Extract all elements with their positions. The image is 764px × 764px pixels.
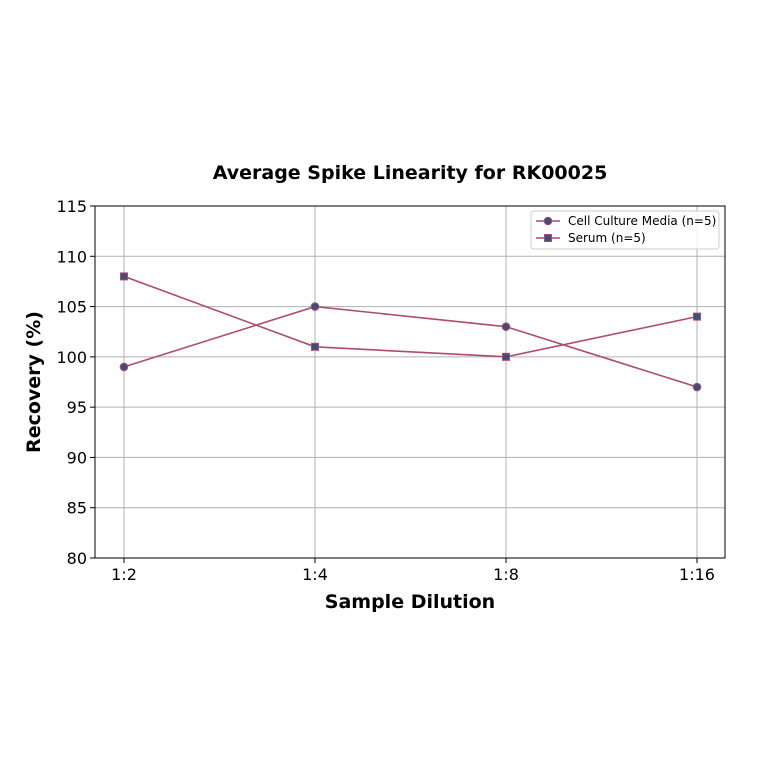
series-group bbox=[119, 272, 702, 392]
legend-box bbox=[530, 210, 720, 250]
data-point bbox=[311, 342, 319, 351]
plot-frame bbox=[94, 205, 726, 559]
legend-marker bbox=[543, 216, 553, 226]
y-tick-label: 85 bbox=[67, 499, 87, 518]
series-line-2 bbox=[123, 275, 698, 358]
data-point bbox=[120, 272, 128, 281]
y-tick-label: 80 bbox=[67, 549, 87, 568]
y-tick-label: 100 bbox=[56, 348, 87, 367]
data-point bbox=[692, 382, 702, 392]
y-axis-ticks: 80 85 90 95 100 105 110 115 bbox=[56, 197, 95, 568]
x-axis-label: Sample Dilution bbox=[325, 591, 495, 613]
legend-label: Cell Culture Media (n=5) bbox=[568, 214, 716, 228]
y-tick-label: 110 bbox=[56, 247, 87, 266]
x-tick-label: 1:16 bbox=[679, 565, 715, 584]
y-tick-label: 115 bbox=[56, 197, 87, 216]
legend: Cell Culture Media (n=5) Serum (n=5) bbox=[530, 210, 720, 250]
x-tick-label: 1:4 bbox=[302, 565, 328, 584]
y-tick-label: 90 bbox=[67, 448, 87, 467]
y-tick-label: 95 bbox=[67, 398, 87, 417]
x-axis-ticks: 1:2 1:4 1:8 1:16 bbox=[111, 558, 715, 584]
y-tick-label: 105 bbox=[56, 298, 87, 317]
legend-label: Serum (n=5) bbox=[568, 231, 646, 245]
chart-title: Average Spike Linearity for RK00025 bbox=[213, 162, 608, 184]
grid bbox=[95, 205, 725, 559]
y-axis-label: Recovery (%) bbox=[23, 311, 45, 453]
x-tick-label: 1:8 bbox=[493, 565, 519, 584]
data-point bbox=[501, 322, 511, 331]
legend-marker bbox=[544, 234, 552, 242]
data-point bbox=[119, 362, 129, 372]
data-point bbox=[693, 312, 701, 321]
x-tick-label: 1:2 bbox=[111, 565, 137, 584]
series-line-1 bbox=[123, 305, 698, 388]
data-point bbox=[310, 302, 320, 311]
data-point bbox=[502, 352, 510, 361]
